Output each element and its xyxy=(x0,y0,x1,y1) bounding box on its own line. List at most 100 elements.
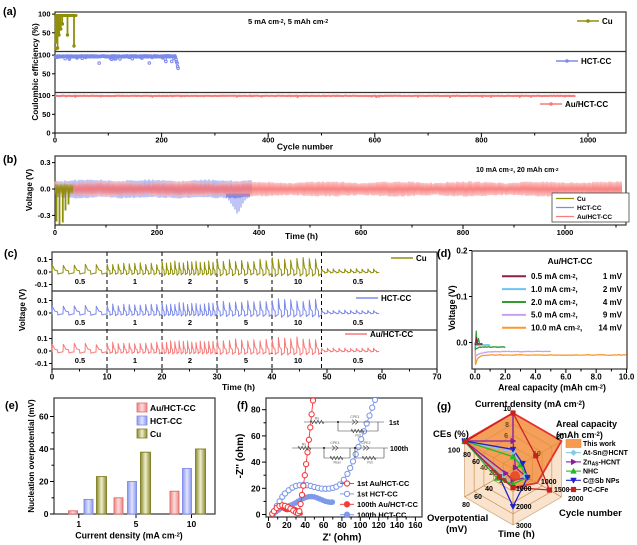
svg-text:800: 800 xyxy=(457,228,470,237)
svg-text:1.0 mA cm-2,: 1.0 mA cm-2, xyxy=(531,285,578,294)
svg-text:1000: 1000 xyxy=(557,228,574,237)
svg-text:1000: 1000 xyxy=(580,136,597,145)
svg-text:400: 400 xyxy=(262,136,275,145)
svg-text:0: 0 xyxy=(256,510,261,520)
svg-text:100th HCT-CC: 100th HCT-CC xyxy=(357,510,407,519)
svg-text:100: 100 xyxy=(38,51,51,60)
svg-text:60: 60 xyxy=(378,373,387,382)
svg-text:CPE1: CPE1 xyxy=(330,441,339,445)
svg-text:4 mV: 4 mV xyxy=(603,298,623,307)
svg-text:60: 60 xyxy=(319,520,329,530)
svg-text:14 mV: 14 mV xyxy=(598,324,622,333)
svg-text:140: 140 xyxy=(390,520,404,530)
svg-text:10: 10 xyxy=(533,451,541,458)
svg-text:0.5: 0.5 xyxy=(353,318,363,327)
svg-text:0.5: 0.5 xyxy=(75,356,85,365)
svg-text:0.0: 0.0 xyxy=(40,185,50,194)
svg-text:60: 60 xyxy=(251,431,261,441)
svg-text:10: 10 xyxy=(187,519,197,529)
svg-text:5: 5 xyxy=(244,318,248,327)
svg-text:80: 80 xyxy=(337,520,347,530)
svg-text:0: 0 xyxy=(44,509,49,519)
svg-text:100th Au/HCT-CC: 100th Au/HCT-CC xyxy=(357,500,419,509)
svg-text:Areal capacity (mAh cm-2): Areal capacity (mAh cm-2) xyxy=(498,383,606,393)
svg-text:Rs: Rs xyxy=(302,443,307,447)
svg-text:4.0: 4.0 xyxy=(530,373,542,382)
svg-text:20: 20 xyxy=(39,477,49,487)
svg-text:-0.3: -0.3 xyxy=(38,211,51,220)
svg-text:Coulombic efficiency (%): Coulombic efficiency (%) xyxy=(31,23,40,121)
svg-text:0: 0 xyxy=(266,520,271,530)
svg-text:Au/HCT-CC: Au/HCT-CC xyxy=(565,100,608,109)
svg-text:2.0: 2.0 xyxy=(500,373,512,382)
svg-text:9 mV: 9 mV xyxy=(603,311,623,320)
svg-text:HCT-CC: HCT-CC xyxy=(150,416,182,426)
svg-text:100: 100 xyxy=(38,10,51,19)
svg-text:10: 10 xyxy=(294,277,302,286)
svg-text:Au/HCT-CC: Au/HCT-CC xyxy=(577,214,612,221)
svg-text:Cu: Cu xyxy=(416,254,427,263)
svg-text:This work: This work xyxy=(583,441,616,448)
svg-text:200: 200 xyxy=(151,228,164,237)
svg-text:800: 800 xyxy=(475,136,488,145)
svg-text:HCT-CC: HCT-CC xyxy=(381,294,411,303)
svg-text:(c): (c) xyxy=(4,248,18,260)
svg-text:1st: 1st xyxy=(389,420,400,427)
svg-text:-Z'' (ohm): -Z'' (ohm) xyxy=(235,434,246,479)
svg-text:Rct: Rct xyxy=(355,434,360,438)
svg-text:At-Sn@HCNT: At-Sn@HCNT xyxy=(583,450,629,457)
svg-text:2: 2 xyxy=(188,318,192,327)
svg-text:-0.1: -0.1 xyxy=(35,280,48,289)
svg-text:40: 40 xyxy=(251,457,261,467)
svg-text:60: 60 xyxy=(474,494,482,501)
svg-text:10 mA cm-2, 20 mAh cm-2: 10 mA cm-2, 20 mAh cm-2 xyxy=(476,167,559,175)
svg-text:0.1: 0.1 xyxy=(456,292,468,301)
svg-text:20: 20 xyxy=(282,520,292,530)
svg-text:(g): (g) xyxy=(437,401,451,413)
svg-text:0.0: 0.0 xyxy=(37,309,47,318)
svg-text:0.5: 0.5 xyxy=(75,277,85,286)
svg-text:C@Sb NPs: C@Sb NPs xyxy=(583,478,619,485)
svg-text:Voltage (V): Voltage (V) xyxy=(25,169,34,211)
svg-text:-0.1: -0.1 xyxy=(35,359,48,368)
svg-text:10: 10 xyxy=(103,373,112,382)
svg-text:(d): (d) xyxy=(437,248,451,260)
svg-text:2000: 2000 xyxy=(568,496,584,503)
svg-text:400: 400 xyxy=(253,228,266,237)
svg-text:20: 20 xyxy=(499,478,507,485)
svg-text:Areal capacity: Areal capacity xyxy=(556,419,617,429)
svg-text:40: 40 xyxy=(39,444,49,454)
svg-text:(f): (f) xyxy=(237,400,248,412)
svg-text:10: 10 xyxy=(294,356,302,365)
svg-text:(b): (b) xyxy=(3,154,17,166)
svg-text:100: 100 xyxy=(448,446,461,455)
svg-text:(a): (a) xyxy=(3,6,17,18)
svg-text:0: 0 xyxy=(46,129,50,138)
svg-text:5: 5 xyxy=(134,519,139,529)
svg-text:50: 50 xyxy=(323,373,332,382)
svg-text:40: 40 xyxy=(268,373,277,382)
svg-text:HCT-CC: HCT-CC xyxy=(577,205,602,212)
svg-text:1: 1 xyxy=(133,277,137,286)
svg-text:1000: 1000 xyxy=(541,479,557,486)
svg-text:Voltage (V): Voltage (V) xyxy=(18,289,27,331)
svg-text:50: 50 xyxy=(42,110,50,119)
svg-text:CPE1: CPE1 xyxy=(350,415,359,419)
svg-text:Rs: Rs xyxy=(315,417,320,421)
svg-text:10: 10 xyxy=(503,406,511,413)
svg-text:100: 100 xyxy=(353,520,367,530)
svg-text:Time (h): Time (h) xyxy=(285,231,318,241)
svg-text:Current density (mA cm-2): Current density (mA cm-2) xyxy=(475,399,585,409)
svg-text:20: 20 xyxy=(556,434,564,441)
svg-text:Time (h): Time (h) xyxy=(222,382,255,392)
svg-text:100th: 100th xyxy=(390,446,408,453)
svg-text:Rct: Rct xyxy=(367,461,372,465)
svg-text:CEs (%): CEs (%) xyxy=(433,429,469,440)
svg-text:(e): (e) xyxy=(5,400,19,412)
svg-text:600: 600 xyxy=(369,136,382,145)
svg-text:1: 1 xyxy=(76,519,81,529)
svg-text:0.0: 0.0 xyxy=(37,347,47,356)
svg-text:120: 120 xyxy=(372,520,386,530)
svg-text:0: 0 xyxy=(53,228,57,237)
svg-text:20: 20 xyxy=(489,470,497,477)
